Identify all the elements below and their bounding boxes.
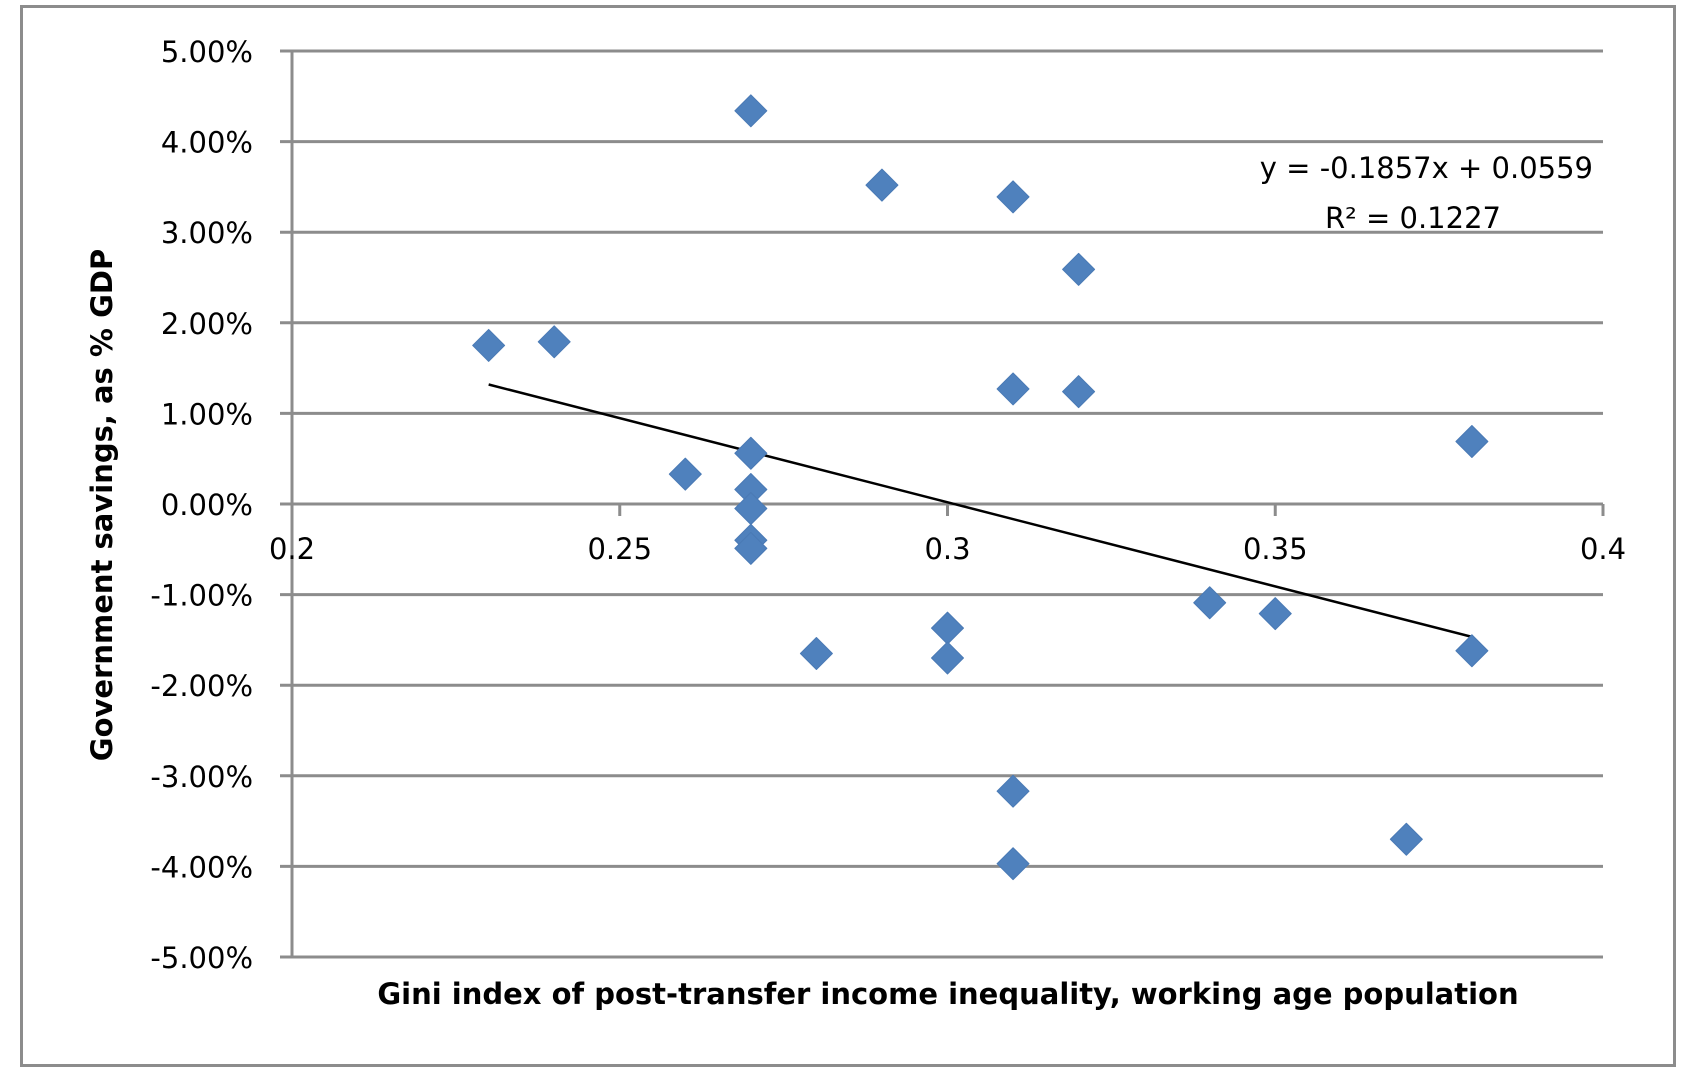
diamond-marker: [996, 372, 1030, 406]
y-tick-label: 1.00%: [161, 397, 253, 431]
x-tick-label: 0.3: [924, 532, 970, 566]
y-tick-labels: 5.00% 4.00% 3.00% 2.00% 1.00% 0.00% -1.00% -2.0…: [150, 35, 253, 975]
trendline-equation: y = -0.1857x + 0.0559: [1260, 151, 1593, 185]
diamond-marker: [1389, 822, 1423, 856]
x-axis: [290, 504, 1605, 516]
diamond-marker: [1258, 597, 1292, 631]
diamond-marker: [996, 180, 1030, 214]
trendline-line: [488, 383, 1473, 639]
diamond-marker: [1193, 586, 1227, 620]
diamond-marker: [734, 492, 768, 526]
y-tick-label: -5.00%: [150, 941, 253, 975]
x-tick-label: 0.2: [269, 532, 315, 566]
y-tick-label: 5.00%: [161, 35, 253, 69]
diamond-marker: [865, 168, 899, 202]
y-tick-label: 2.00%: [161, 307, 253, 341]
diamond-marker: [1062, 252, 1096, 286]
data-points: [472, 94, 1489, 881]
y-tick-label: -4.00%: [150, 850, 253, 884]
diamond-marker: [668, 457, 702, 491]
diamond-marker: [1455, 634, 1489, 668]
y-tick-label: 3.00%: [161, 216, 253, 250]
diamond-marker: [537, 325, 571, 359]
x-axis-title: Gini index of post-transfer income inequ…: [377, 977, 1518, 1011]
diamond-marker: [734, 436, 768, 470]
y-tick-label: -3.00%: [150, 760, 253, 794]
x-tick-labels: 0.2 0.25 0.3 0.35 0.4: [269, 532, 1626, 566]
y-axis-title: Government savings, as % GDP: [85, 249, 119, 761]
y-tick-label: 0.00%: [161, 488, 253, 522]
diamond-marker: [1062, 375, 1096, 409]
diamond-marker: [931, 641, 964, 675]
diamond-marker: [799, 636, 833, 670]
diamond-marker: [734, 531, 768, 565]
horizontal-gridlines: [280, 49, 1603, 959]
diamond-marker: [996, 847, 1030, 881]
x-tick-label: 0.4: [1580, 532, 1626, 566]
y-tick-label: 4.00%: [161, 126, 253, 160]
x-tick-label: 0.35: [1243, 532, 1308, 566]
diamond-marker: [734, 94, 768, 128]
y-tick-label: -2.00%: [150, 669, 253, 703]
chart-frame: [20, 5, 1676, 1067]
diamond-marker: [1455, 424, 1489, 458]
diamond-marker: [931, 611, 964, 645]
trendline-r-squared: R² = 0.1227: [1325, 201, 1501, 235]
trendline: [488, 383, 1473, 639]
y-tick-label: -1.00%: [150, 579, 253, 613]
diamond-marker: [996, 774, 1030, 808]
diamond-marker: [472, 328, 506, 362]
x-tick-label: 0.25: [587, 532, 652, 566]
